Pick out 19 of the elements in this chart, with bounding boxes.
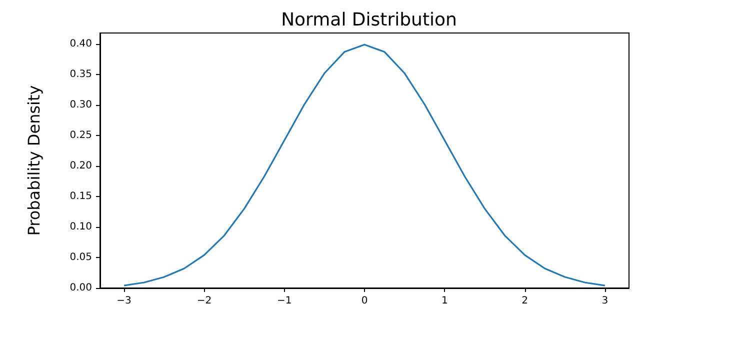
x-tick-label: 1 <box>441 296 448 306</box>
x-tick-label: 0 <box>361 296 368 306</box>
y-axis-title: Probability Density <box>24 85 44 236</box>
y-tick-label: 0.20 <box>70 160 92 172</box>
x-tick-label: −1 <box>276 296 292 306</box>
y-tick-label: 0.15 <box>70 190 92 202</box>
x-tick-label: −3 <box>116 296 132 306</box>
y-tick-label: 0.40 <box>70 38 92 50</box>
x-tick-label: 2 <box>522 296 528 306</box>
y-tick-label: 0.05 <box>70 252 92 263</box>
y-tick-label: 0.25 <box>70 130 92 141</box>
x-tick-label: 3 <box>602 296 608 306</box>
y-tick-label: 0.10 <box>70 221 92 232</box>
x-tick-label: −2 <box>196 296 212 306</box>
chart-title: Normal Distribution <box>281 10 457 30</box>
y-tick-label: 0.00 <box>70 282 92 294</box>
y-tick-label: 0.30 <box>70 99 92 110</box>
y-tick-label: 0.35 <box>70 68 92 80</box>
line-series <box>123 44 606 286</box>
